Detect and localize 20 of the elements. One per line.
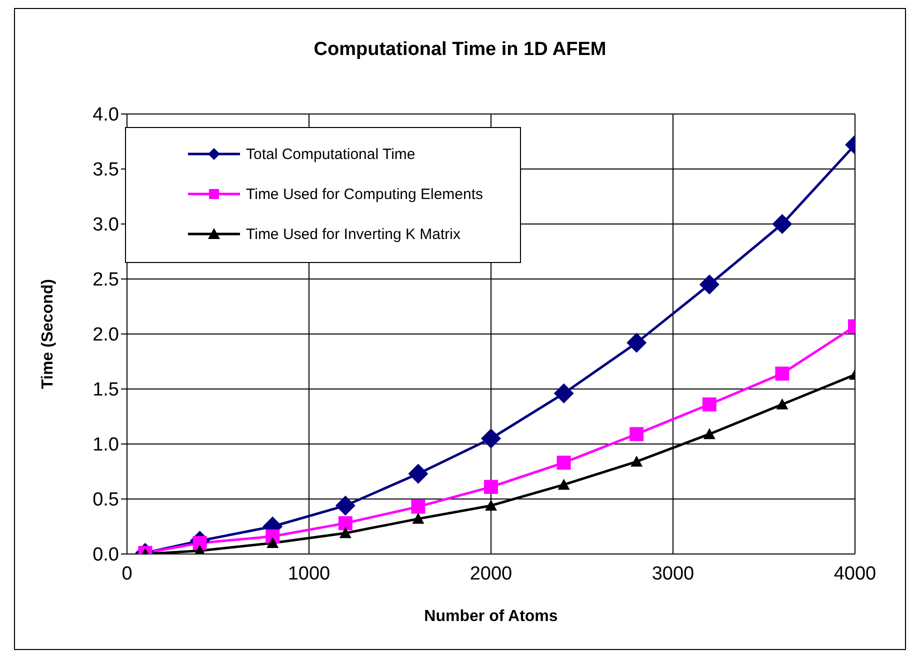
y-tick-label: 1.5 [92, 380, 119, 401]
y-tick-label: 4.0 [92, 104, 119, 126]
x-tick-label: 1000 [288, 563, 330, 584]
x-tick-label: 3000 [652, 563, 694, 584]
legend-label: Time Used for Computing Elements [246, 186, 484, 202]
x-tick-label: 2000 [470, 563, 512, 584]
y-tick-label: 1.0 [92, 434, 119, 456]
y-tick-label: 0.0 [92, 544, 119, 566]
y-axis-title: Time (Second) [40, 279, 57, 389]
chart-title: Computational Time in 1D AFEM [312, 39, 608, 61]
y-tick-label: 2.5 [92, 270, 119, 291]
legend-label: Time Used for Inverting K Matrix [246, 226, 461, 242]
y-tick-label: 2.0 [92, 324, 119, 346]
y-tick-label: 0.5 [92, 490, 119, 511]
x-axis-title: Number of Atoms [424, 608, 558, 625]
y-tick-label: 3.0 [92, 214, 119, 236]
x-tick-label: 0 [122, 563, 132, 584]
legend-label: Total Computational Time [246, 146, 416, 162]
y-tick-label: 3.5 [92, 160, 119, 181]
x-tick-label: 4000 [834, 563, 876, 584]
